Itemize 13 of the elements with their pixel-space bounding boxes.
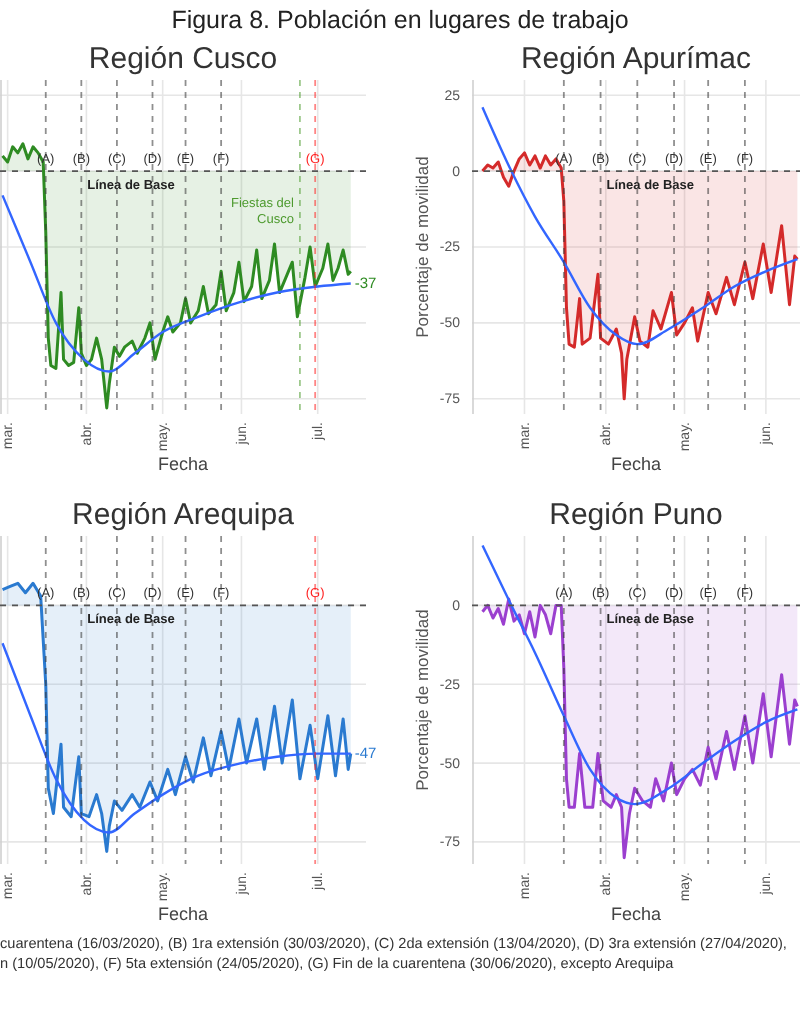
x-axis-title: Fecha [157,454,209,474]
chart-title: Región Arequipa [72,498,296,532]
line-series [481,106,799,346]
chart-title: Región Puno [549,498,723,532]
line-series [481,544,799,806]
x-axis-title: Fecha [157,904,209,924]
y-axis-title: Porcentaje de movilidad [412,155,432,338]
chart-title: Región Apurímac [520,42,753,76]
chart-title: Región Cusco [88,42,278,76]
x-axis-title: Fecha [610,454,662,474]
text: Figura 8. Población en lugares de trabajo [171,6,629,34]
y-axis-title: Porcentaje de movilidad [412,608,432,791]
x-axis-title: Fecha [610,904,662,924]
